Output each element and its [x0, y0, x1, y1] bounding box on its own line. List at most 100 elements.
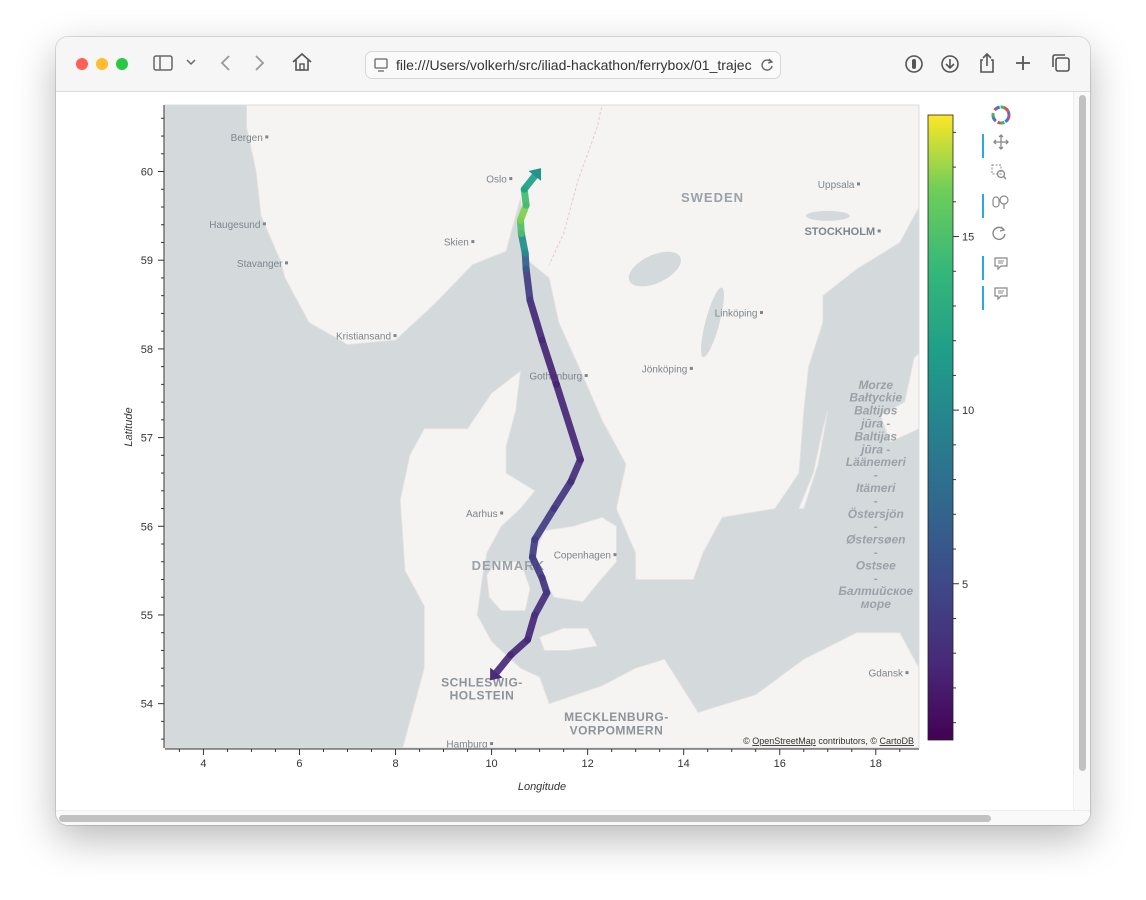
- sea-label: Östersjön: [848, 506, 904, 521]
- share-icon[interactable]: [978, 52, 996, 74]
- norway-sweden-border: [548, 105, 603, 265]
- forward-arrow-icon[interactable]: [254, 54, 266, 72]
- horizontal-scrollbar-track[interactable]: [56, 810, 1090, 825]
- city-marker: [689, 366, 693, 370]
- privacy-icon[interactable]: [904, 54, 924, 74]
- sea-label: Morze: [858, 378, 893, 392]
- reset-icon: [992, 226, 1006, 240]
- sea-label: -: [874, 520, 878, 534]
- hover-tool-2[interactable]: [982, 286, 1018, 310]
- x-tick-label: 14: [678, 758, 690, 770]
- funen-island: [486, 561, 531, 611]
- x-tick-label: 4: [200, 758, 206, 770]
- gotland-island: [880, 352, 919, 443]
- sea-label: Bałtyckie: [849, 391, 902, 405]
- x-axis: 4 6 8 10 12 14 16 18: [165, 748, 919, 770]
- oland-island: [798, 410, 829, 509]
- horizontal-scrollbar-thumb[interactable]: [59, 815, 991, 822]
- track-start-arrow: [490, 667, 503, 681]
- city-marker: [262, 222, 266, 226]
- city-marker: [759, 311, 763, 315]
- track-segment: [492, 651, 515, 677]
- track-segment: [552, 380, 584, 464]
- minimize-window-button[interactable]: [96, 58, 108, 70]
- city-marker: [500, 511, 504, 515]
- sea-label: море: [861, 597, 892, 611]
- colorbar-tick-label: 5: [962, 579, 968, 591]
- zoom-window-button[interactable]: [116, 58, 128, 70]
- colorbar-tick-label: 10: [962, 405, 974, 417]
- place-label: STOCKHOLM: [804, 226, 875, 238]
- place-labels: Bergen Haugesund Stavanger Kristiansand Skie…: [209, 133, 909, 751]
- track-segment: [531, 505, 558, 544]
- attribution-middle: contributors, ©: [816, 736, 880, 746]
- y-axis-label: Latitude: [123, 407, 135, 446]
- zealand-island: [534, 516, 617, 603]
- tab-overview-icon[interactable]: [1051, 53, 1071, 73]
- place-label: Linköping: [715, 309, 758, 320]
- home-icon[interactable]: [291, 52, 313, 72]
- sea-label: -: [874, 494, 878, 508]
- hover-tool[interactable]: [982, 256, 1018, 280]
- sea-label: -: [874, 468, 878, 482]
- place-label: Hamburg: [446, 740, 487, 751]
- y-tick-label: 57: [141, 433, 153, 445]
- track-segment: [538, 336, 560, 388]
- place-label: VORPOMMERN: [570, 723, 664, 737]
- place-label: Stavanger: [237, 259, 283, 270]
- track-segment: [526, 296, 546, 344]
- land-areas: [246, 105, 919, 748]
- place-label: MECKLENBURG-: [564, 710, 669, 724]
- wheel-zoom-icon: [992, 195, 1009, 209]
- new-tab-plus-icon[interactable]: [1014, 54, 1032, 72]
- sidebar-toggle-icon[interactable]: [153, 54, 173, 72]
- y-tick-label: 54: [141, 699, 153, 711]
- sea-label: Itämeri: [856, 481, 896, 495]
- sea-label: Ostsee: [856, 558, 896, 572]
- jutland-land: [399, 370, 919, 748]
- place-label: Oslo: [486, 175, 507, 186]
- download-icon[interactable]: [940, 54, 960, 74]
- chevron-down-icon[interactable]: [186, 59, 196, 67]
- city-marker: [877, 229, 881, 233]
- track-segment: [520, 172, 539, 193]
- box-zoom-tool[interactable]: [982, 164, 1016, 188]
- vertical-scrollbar-track[interactable]: [1073, 92, 1090, 812]
- place-label: Uppsala: [818, 180, 855, 191]
- place-label: DENMARK: [472, 558, 545, 573]
- x-tick-label: 8: [392, 758, 398, 770]
- city-marker: [856, 182, 860, 186]
- address-bar[interactable]: file:///Users/volkerh/src/iliad-hackatho…: [365, 51, 781, 79]
- place-label: Haugesund: [209, 220, 260, 231]
- y-tick-label: 56: [141, 521, 153, 533]
- place-label: SCHLESWIG-: [441, 675, 523, 689]
- openstreetmap-link[interactable]: OpenStreetMap: [752, 736, 816, 746]
- wheel-zoom-tool[interactable]: [982, 194, 1018, 218]
- track-segment: [550, 478, 575, 513]
- cartodb-link[interactable]: CartoDB: [879, 736, 914, 746]
- lake-vanern: [628, 251, 681, 287]
- attribution-prefix: ©: [743, 736, 752, 746]
- place-label: Copenhagen: [554, 551, 611, 562]
- scandinavia-land: [246, 105, 919, 580]
- x-axis-label: Longitude: [518, 781, 566, 793]
- city-marker: [265, 135, 269, 139]
- url-text: file:///Users/volkerh/src/iliad-hackatho…: [396, 57, 752, 73]
- pan-tool[interactable]: [982, 134, 1018, 158]
- vertical-scrollbar-thumb[interactable]: [1079, 95, 1086, 771]
- x-tick-label: 6: [296, 758, 302, 770]
- map-attribution: © OpenStreetMap contributors, © CartoDB: [743, 736, 914, 746]
- place-label: Aarhus: [466, 509, 498, 520]
- back-arrow-icon[interactable]: [219, 54, 231, 72]
- ferry-track: [490, 168, 584, 681]
- close-window-button[interactable]: [76, 58, 88, 70]
- browser-window: file:///Users/volkerh/src/iliad-hackatho…: [56, 37, 1090, 825]
- hover-tooltip-icon: [994, 257, 1008, 271]
- city-marker: [584, 374, 588, 378]
- bokeh-logo-icon[interactable]: [990, 104, 1012, 126]
- place-label: Gdansk: [869, 669, 904, 680]
- reset-tool[interactable]: [982, 225, 1016, 249]
- trajectory-plot[interactable]: Bergen Haugesund Stavanger Kristiansand Skie…: [56, 92, 1066, 802]
- reload-icon[interactable]: [760, 58, 774, 72]
